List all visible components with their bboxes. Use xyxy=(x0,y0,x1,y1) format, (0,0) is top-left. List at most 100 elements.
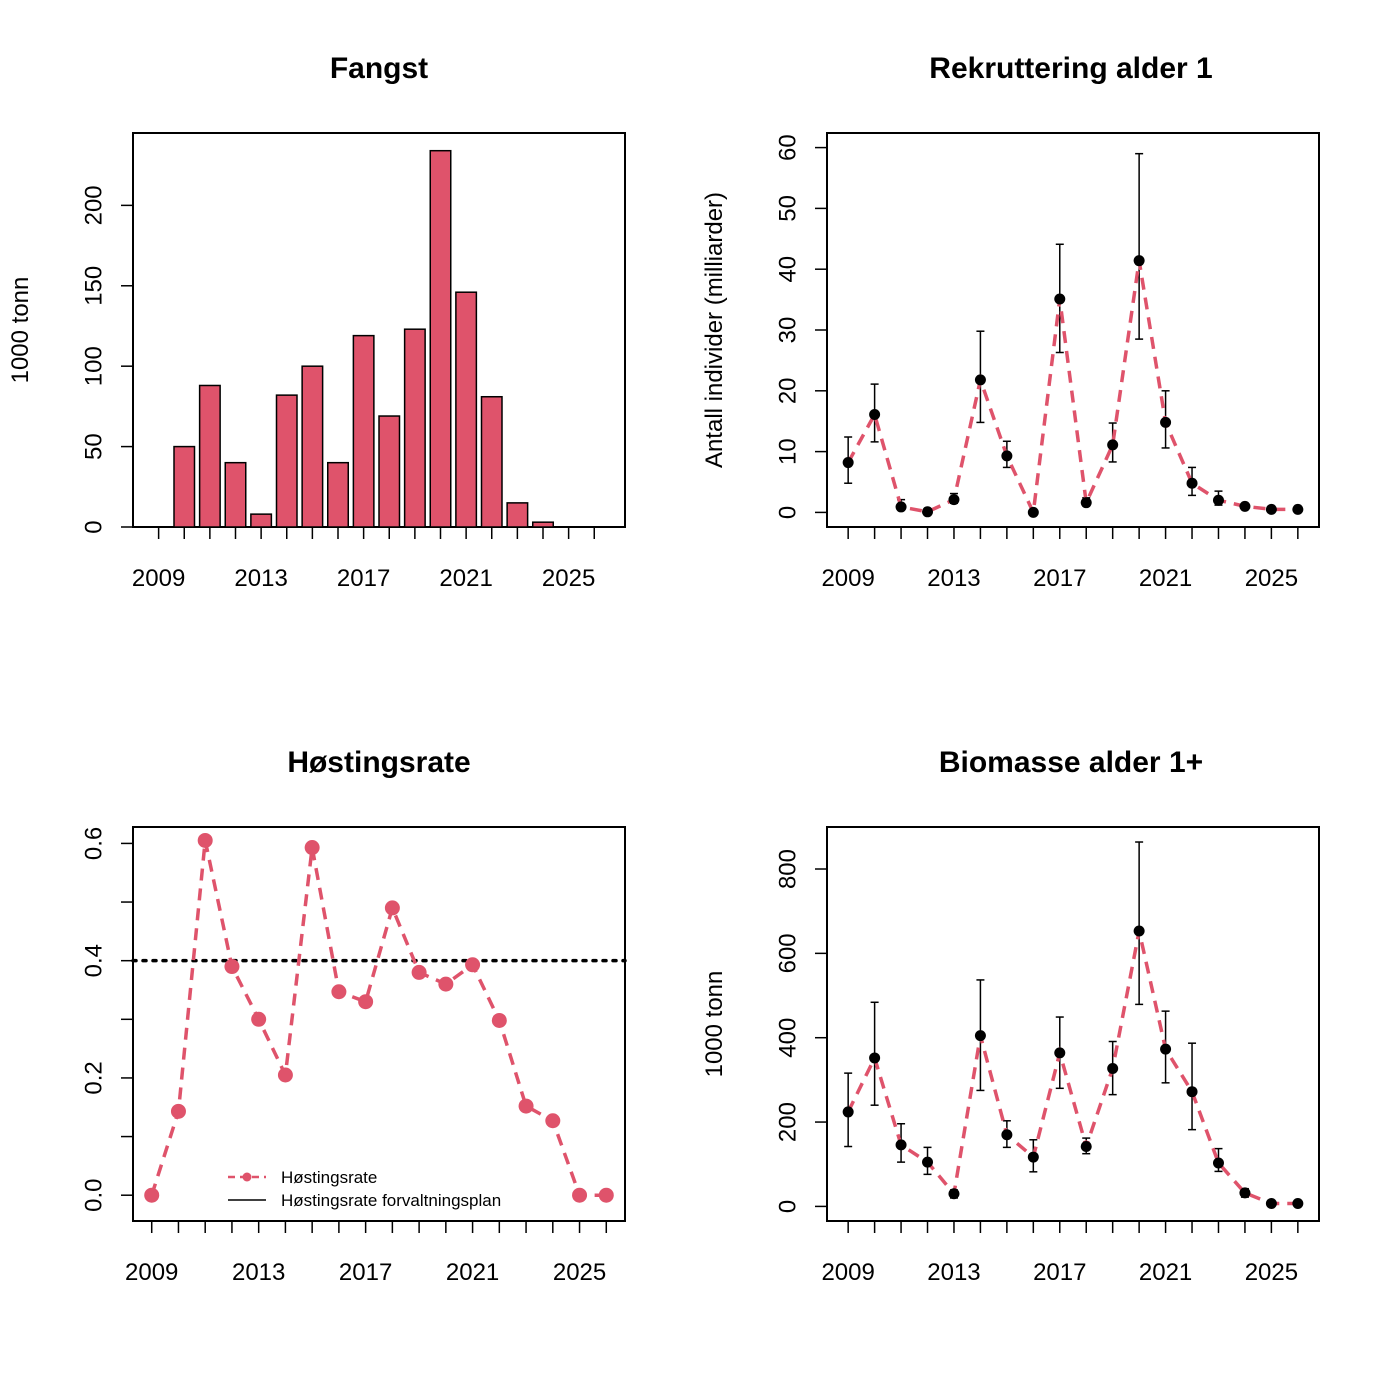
data-point xyxy=(1265,503,1277,515)
data-point xyxy=(948,494,960,506)
panel-biomasse: Biomasse alder 1+ 1000 tonn 2009 2013 20… xyxy=(701,746,1320,1286)
y-axis-label: 1000 tonn xyxy=(7,277,34,384)
data-point xyxy=(869,1052,881,1064)
y-tick-label: 30 xyxy=(774,317,801,344)
y-tick-label: 200 xyxy=(80,185,107,225)
data-point xyxy=(384,900,400,916)
data-point xyxy=(1080,497,1092,509)
x-tick-labels: 2009 2013 2017 2021 2025 xyxy=(821,565,1298,592)
y-tick-labels: 0 10 20 30 40 50 60 xyxy=(774,134,801,519)
data-point xyxy=(1212,494,1224,506)
data-point xyxy=(518,1098,534,1114)
bar xyxy=(275,394,298,528)
data-point xyxy=(1265,1197,1277,1209)
chart-title: Høstingsrate xyxy=(287,746,470,779)
x-tick-label: 2025 xyxy=(1245,565,1298,592)
data-point xyxy=(1133,255,1145,267)
data-point xyxy=(411,964,427,980)
data-point xyxy=(1160,416,1172,428)
x-tick-label: 2009 xyxy=(821,1259,874,1286)
data-point xyxy=(251,1011,267,1027)
data-point xyxy=(1239,1187,1251,1199)
y-tick-label: 100 xyxy=(80,346,107,386)
bar xyxy=(250,513,273,528)
x-tick-label: 2021 xyxy=(1139,1259,1192,1286)
chart-title: Fangst xyxy=(330,52,428,85)
x-tick-labels: 2009 2013 2017 2021 2025 xyxy=(132,565,595,592)
y-tick-label: 60 xyxy=(774,134,801,161)
chart-title: Biomasse alder 1+ xyxy=(939,746,1203,779)
data-point xyxy=(491,1012,507,1028)
data-point xyxy=(1054,1047,1066,1059)
x-tick-label: 2009 xyxy=(125,1259,178,1286)
bar xyxy=(532,521,554,528)
data-point xyxy=(545,1113,561,1129)
x-tick-label: 2025 xyxy=(553,1259,606,1286)
y-tick-label: 0 xyxy=(774,1200,801,1213)
y-tick-label: 200 xyxy=(774,1102,801,1142)
data-point xyxy=(572,1187,588,1203)
x-tick-label: 2025 xyxy=(1245,1259,1298,1286)
data-point xyxy=(358,994,374,1010)
data-point xyxy=(1027,1151,1039,1163)
data-point xyxy=(170,1103,186,1119)
data-point xyxy=(144,1187,160,1203)
data-point xyxy=(974,374,986,386)
series-marks xyxy=(131,832,627,1203)
data-point xyxy=(438,976,454,992)
data-point xyxy=(1054,293,1066,305)
data-point xyxy=(331,984,347,1000)
y-tick-label: 0.6 xyxy=(80,827,107,860)
plot-frame xyxy=(826,132,1320,528)
data-point xyxy=(1080,1141,1092,1153)
x-tick-labels: 2009 2013 2017 2021 2025 xyxy=(125,1259,606,1286)
plot-frame xyxy=(132,826,626,1222)
bars xyxy=(173,149,554,528)
y-tick-label: 40 xyxy=(774,256,801,283)
bar xyxy=(455,291,478,528)
x-tick-labels: 2009 2013 2017 2021 2025 xyxy=(821,1259,1298,1286)
x-tick-label: 2017 xyxy=(1033,565,1086,592)
y-tick-label: 0.4 xyxy=(80,944,107,977)
x-tick-label: 2025 xyxy=(542,565,595,592)
x-tick-label: 2013 xyxy=(927,1259,980,1286)
bar xyxy=(301,365,324,528)
series-marks xyxy=(842,841,1304,1209)
x-tick-label: 2021 xyxy=(439,565,492,592)
y-tick-label: 20 xyxy=(774,377,801,404)
y-tick-label: 50 xyxy=(80,433,107,460)
x-tick-label: 2017 xyxy=(337,565,390,592)
data-point xyxy=(1160,1043,1172,1055)
data-point xyxy=(1239,500,1251,512)
data-point xyxy=(842,457,854,469)
data-point xyxy=(1212,1157,1224,1169)
data-point xyxy=(224,959,240,975)
y-tick-label: 0.2 xyxy=(80,1061,107,1094)
x-tick-label: 2021 xyxy=(1139,565,1192,592)
data-point xyxy=(869,409,881,421)
y-tick-labels: 0 200 400 600 800 xyxy=(774,849,801,1213)
x-tick-label: 2017 xyxy=(339,1259,392,1286)
data-point xyxy=(465,957,481,973)
y-axis-label: 1000 tonn xyxy=(701,971,728,1078)
bar xyxy=(378,415,401,528)
series-line xyxy=(846,930,1298,1206)
y-tick-label: 10 xyxy=(774,438,801,465)
y-tick-label: 600 xyxy=(774,933,801,973)
data-point xyxy=(895,501,907,513)
data-point xyxy=(1186,477,1198,489)
panel-fangst: Fangst 1000 tonn 2009 2013 2017 2021 202… xyxy=(7,52,626,592)
y-tick-label: 400 xyxy=(774,1018,801,1058)
data-point xyxy=(1107,1062,1119,1074)
bar xyxy=(198,384,221,528)
data-point xyxy=(948,1188,960,1200)
series-line xyxy=(150,840,607,1197)
series-marks xyxy=(842,152,1304,519)
data-point xyxy=(598,1187,614,1203)
chart-title: Rekruttering alder 1 xyxy=(929,52,1212,85)
bar xyxy=(352,334,375,528)
x-tick-label: 2009 xyxy=(132,565,185,592)
data-point xyxy=(1292,1197,1304,1209)
legend: Høstingsrate Høstingsrate forvaltningspl… xyxy=(228,1168,501,1210)
